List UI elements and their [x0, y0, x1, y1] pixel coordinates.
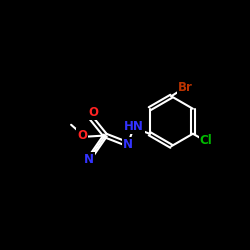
Text: Br: Br	[178, 81, 192, 94]
Text: O: O	[77, 129, 87, 142]
Text: HN: HN	[124, 120, 144, 133]
Text: O: O	[88, 106, 98, 120]
Text: Cl: Cl	[200, 134, 212, 147]
Text: N: N	[84, 153, 94, 166]
Text: N: N	[123, 138, 133, 151]
